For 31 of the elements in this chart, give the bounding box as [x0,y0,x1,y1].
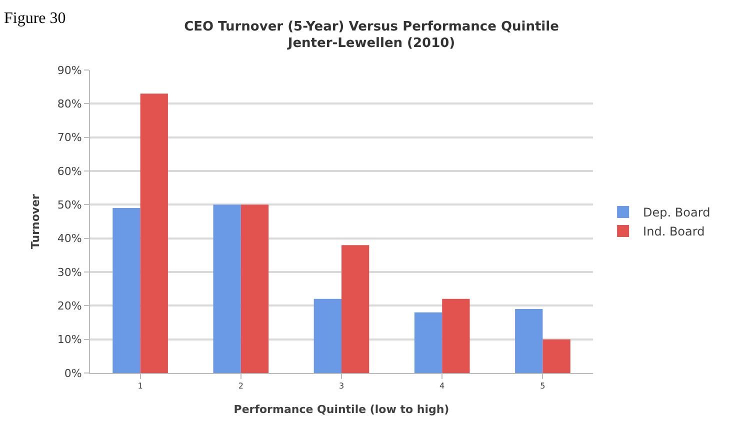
y-tick-label: 10% [57,333,82,346]
bar [342,245,370,373]
x-tick-label: 2 [238,382,244,391]
x-tick-label: 4 [440,382,445,391]
y-tick-label: 20% [57,300,82,313]
x-tick-label: 1 [138,382,143,391]
y-tick-label: 50% [57,198,82,212]
bar [442,298,470,373]
y-tick-label: 0% [64,366,82,380]
caption: Figure 30 [4,10,66,27]
y-tick-label: 90% [57,64,82,77]
x-axis-title: Performance Quintile (low to high) [234,402,450,416]
bar [542,339,570,373]
bar [140,94,168,373]
legend-label: Ind. Board [643,224,705,239]
x-tick-label: 5 [540,382,546,391]
bar [314,298,342,373]
y-tick-label: 80% [57,98,82,111]
x-tick-label: 3 [338,382,344,391]
chart-title: CEO Turnover (5-Year) Versus Performance Quintile Jenter-Lewellen (2010) [184,19,560,52]
bar [515,309,543,373]
y-tick-label: 70% [57,131,82,144]
bar [213,204,241,373]
y-tick-label: 40% [57,232,82,246]
y-tick-label: 60% [57,164,82,178]
legend-label: Dep. Board [643,206,710,220]
bar [414,312,442,373]
bar [112,208,140,373]
y-tick-label: 30% [57,266,82,279]
y-axis-title: Turnover [28,193,42,249]
bar [240,204,269,373]
